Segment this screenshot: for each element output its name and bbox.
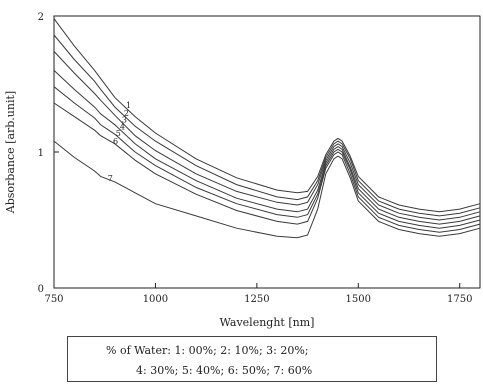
legend-line-2: 4: 30%; 5: 40%; 6: 50%; 7: 60%	[136, 364, 313, 377]
series-line-5	[53, 86, 481, 229]
series-label-4: 4	[120, 123, 125, 132]
series-label-6: 6	[113, 137, 118, 146]
series-line-1	[53, 18, 481, 213]
series-label-3: 3	[122, 115, 127, 124]
x-tick-label: 1250	[244, 294, 269, 305]
legend-line-1: % of Water: 1: 00%; 2: 10%; 3: 20%;	[106, 344, 309, 357]
series-label-2: 2	[124, 109, 129, 118]
plot-frame	[53, 15, 481, 289]
x-tick-label: 750	[44, 294, 63, 305]
x-tick-label: 1000	[143, 294, 168, 305]
series-label-1: 1	[126, 101, 131, 110]
y-tick-label: 1	[38, 148, 44, 159]
y-tick-label: 0	[38, 284, 44, 295]
series-line-2	[53, 34, 481, 217]
series-layer	[53, 18, 481, 239]
series-label-7: 7	[108, 174, 113, 183]
series-label-5: 5	[116, 129, 121, 138]
y-tick-label: 2	[38, 12, 44, 23]
legend-box: % of Water: 1: 00%; 2: 10%; 3: 20%; 4: 3…	[67, 336, 437, 382]
x-tick-label: 1500	[346, 294, 371, 305]
y-axis-title: Absorbance [arb.unit]	[4, 91, 17, 214]
series-line-3	[53, 51, 481, 221]
x-axis-title: Wavelenght [nm]	[220, 316, 315, 329]
series-line-4	[53, 70, 481, 225]
series-line-7	[53, 140, 481, 239]
series-line-6	[53, 102, 481, 233]
x-tick-label: 1750	[447, 294, 472, 305]
